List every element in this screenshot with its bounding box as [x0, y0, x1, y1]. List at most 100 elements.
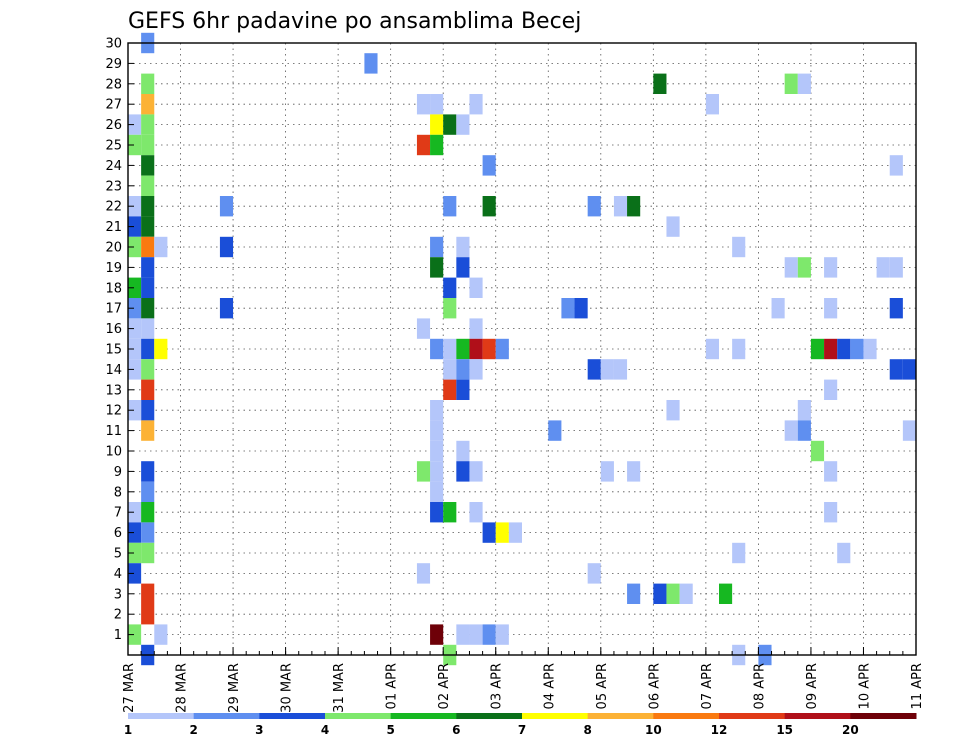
heatmap-cell — [456, 461, 470, 482]
y-tick-label: 12 — [105, 404, 122, 419]
y-tick-label: 3 — [114, 587, 122, 602]
y-tick-label: 25 — [105, 139, 122, 154]
heatmap-cell — [128, 298, 142, 319]
legend-swatch — [259, 713, 326, 719]
heatmap-cell — [495, 338, 509, 360]
heatmap-cell — [141, 400, 155, 421]
y-tick-label: 19 — [105, 261, 122, 276]
y-tick-label: 8 — [114, 485, 122, 500]
color-legend: 1 2 3 4 5 6 7 8 10 12 15 20 — [124, 713, 917, 737]
heatmap-cell — [141, 216, 155, 237]
heatmap-cell — [128, 502, 142, 523]
heatmap-cell — [430, 624, 444, 645]
x-tick-label: 01 APR — [385, 663, 400, 709]
heatmap-cell — [430, 400, 444, 421]
heatmap-cell — [154, 236, 168, 258]
heatmap-cell — [443, 298, 457, 319]
heatmap-cell — [141, 73, 155, 94]
legend-swatch — [390, 713, 457, 719]
heatmap-cell — [430, 94, 444, 115]
heatmap-cell — [141, 236, 155, 258]
heatmap-cell — [863, 338, 877, 360]
heatmap-cell — [797, 257, 811, 278]
y-tick-label: 17 — [105, 302, 122, 317]
heatmap-cell — [443, 277, 457, 298]
legend-swatch — [587, 713, 654, 719]
y-tick-label: 30 — [105, 37, 122, 52]
y-tick-label: 22 — [105, 200, 122, 215]
heatmap-cell — [456, 257, 470, 278]
legend-swatch — [128, 713, 195, 719]
heatmap-cell — [443, 338, 457, 360]
heatmap-cell — [430, 338, 444, 360]
heatmap-cell — [889, 359, 903, 380]
heatmap-cell — [574, 298, 588, 319]
x-tick-label: 03 APR — [490, 663, 505, 709]
y-tick-label: 23 — [105, 179, 122, 194]
legend-label: 10 — [645, 723, 662, 737]
heatmap-cell — [824, 379, 838, 400]
heatmap-cell — [482, 196, 496, 217]
heatmap-cell — [141, 379, 155, 400]
heatmap-cell — [128, 196, 142, 217]
heatmap-cell — [613, 359, 628, 380]
heatmap-cell — [627, 583, 641, 604]
x-tick-label: 31 MAR — [332, 663, 347, 713]
heatmap-cell — [364, 53, 378, 74]
heatmap-cell — [128, 236, 142, 258]
heatmap-cell — [456, 440, 470, 462]
heatmap-cell — [784, 73, 798, 94]
heatmap-cell — [653, 583, 667, 604]
legend-label: 3 — [255, 723, 263, 737]
heatmap-cell — [495, 624, 509, 645]
heatmap-cell — [141, 94, 155, 115]
heatmap-cell — [482, 624, 496, 645]
heatmap-cell — [141, 604, 155, 625]
x-tick-label: 08 APR — [752, 663, 767, 709]
data-cells — [128, 32, 916, 666]
y-tick-label: 29 — [105, 57, 122, 72]
heatmap-cell — [154, 624, 168, 645]
heatmap-cell — [824, 257, 838, 278]
y-tick-label: 1 — [114, 628, 122, 643]
heatmap-cell — [613, 196, 628, 217]
x-tick-label: 30 MAR — [280, 663, 295, 713]
heatmap-cell — [732, 338, 746, 360]
x-tick-label: 09 APR — [805, 663, 820, 709]
legend-swatch — [325, 713, 392, 719]
heatmap-cell — [430, 134, 444, 156]
heatmap-cell — [889, 257, 903, 278]
heatmap-cell — [141, 318, 155, 339]
heatmap-cell — [902, 359, 916, 380]
heatmap-cell — [154, 338, 168, 360]
heatmap-cell — [732, 236, 746, 258]
heatmap-cell — [469, 318, 483, 339]
heatmap-cell — [771, 298, 785, 319]
heatmap-cell — [469, 338, 483, 360]
heatmap-cell — [141, 359, 155, 380]
heatmap-cell — [141, 257, 155, 278]
heatmap-cell — [456, 624, 470, 645]
y-tick-label: 24 — [105, 159, 122, 174]
heatmap-cell — [128, 400, 142, 421]
heatmap-cell — [141, 134, 155, 156]
heatmap-cell — [416, 461, 431, 482]
heatmap-cell — [430, 114, 444, 135]
heatmap-cell — [128, 522, 142, 543]
heatmap-cell — [430, 502, 444, 523]
y-tick-label: 20 — [105, 241, 122, 256]
heatmap-cell — [561, 298, 575, 319]
heatmap-cell — [889, 298, 903, 319]
x-tick-label: 02 APR — [437, 663, 452, 709]
heatmap-cell — [219, 196, 234, 217]
heatmap-cell — [443, 196, 457, 217]
heatmap-cell — [653, 73, 667, 94]
heatmap-cell — [719, 583, 733, 604]
heatmap-cell — [128, 563, 142, 584]
x-tick-label: 28 MAR — [175, 663, 190, 713]
heatmap-cell — [587, 359, 601, 380]
heatmap-cell — [469, 94, 483, 115]
heatmap-cell — [666, 400, 680, 421]
heatmap-cell — [705, 94, 719, 115]
legend-swatch — [784, 713, 851, 719]
